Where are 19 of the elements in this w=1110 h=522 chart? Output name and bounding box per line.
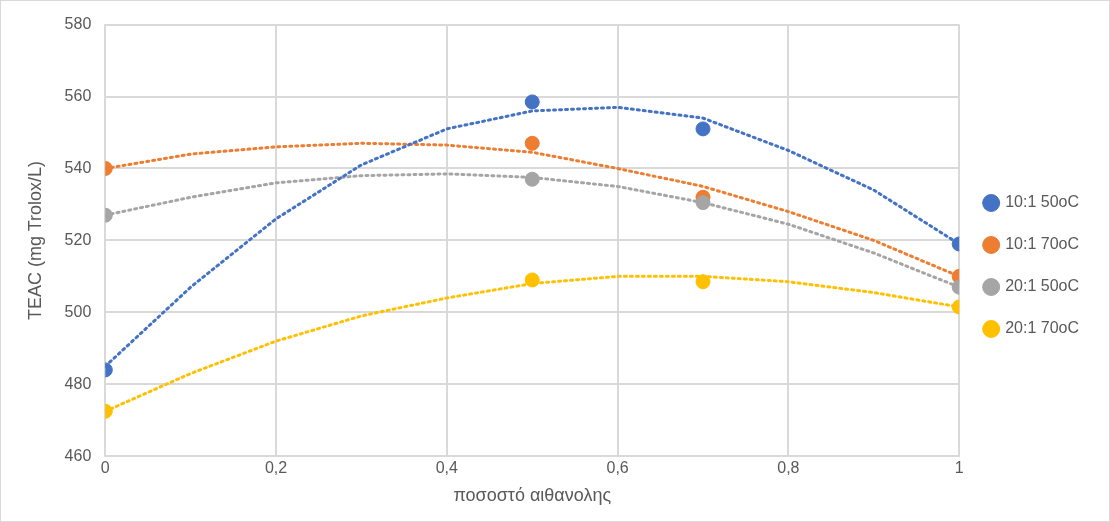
x-tick-label: 1 bbox=[954, 459, 964, 477]
x-tick-label: 0,6 bbox=[606, 459, 629, 477]
x-tick-label: 0,8 bbox=[777, 459, 800, 477]
x-axis-title: ποσοστό αιθανολης bbox=[453, 485, 612, 506]
legend-label: 10:1 50oC bbox=[1005, 193, 1080, 211]
y-tick-label: 500 bbox=[64, 302, 92, 320]
y-tick-label: 580 bbox=[64, 15, 92, 33]
y-axis-title: TEAC (mg Trolox/L) bbox=[24, 160, 45, 320]
x-tick-label: 0 bbox=[100, 459, 110, 477]
legend-label: 10:1 70oC bbox=[1005, 235, 1080, 253]
x-tick-label: 0,2 bbox=[264, 459, 288, 477]
legend-label: 20:1 50oC bbox=[1005, 277, 1080, 295]
legend-label: 20:1 70oC bbox=[1005, 319, 1080, 337]
y-tick-label: 460 bbox=[64, 446, 92, 464]
y-tick-label: 520 bbox=[64, 230, 92, 248]
y-tick-label: 560 bbox=[64, 86, 92, 104]
y-tick-label: 540 bbox=[64, 158, 92, 176]
y-tick-label: 480 bbox=[64, 374, 92, 392]
x-tick-label: 0,4 bbox=[435, 459, 459, 477]
